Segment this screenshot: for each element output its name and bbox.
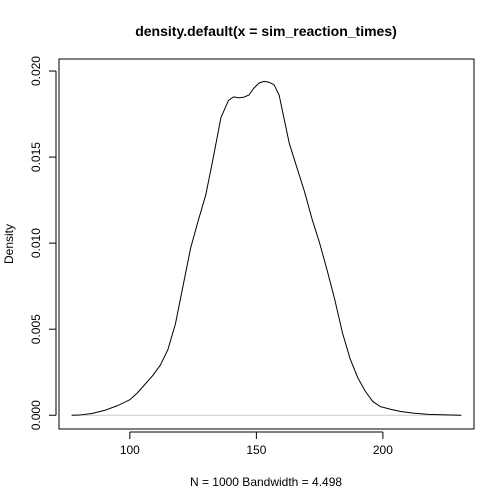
chart-title: density.default(x = sim_reaction_times) bbox=[135, 23, 397, 39]
y-tick-label: 0.005 bbox=[29, 314, 43, 344]
density-curve bbox=[71, 80, 462, 416]
x-axis: 100 150 200 bbox=[120, 431, 393, 457]
plot-frame bbox=[58, 58, 475, 430]
y-tick-label: 0.000 bbox=[29, 400, 43, 430]
x-tick-label: 150 bbox=[246, 443, 266, 457]
y-tick-label: 0.015 bbox=[29, 142, 43, 172]
y-tick-label: 0.010 bbox=[29, 228, 43, 258]
x-axis-label: N = 1000 Bandwidth = 4.498 bbox=[190, 475, 342, 489]
y-tick-label: 0.020 bbox=[29, 56, 43, 86]
x-tick-label: 200 bbox=[373, 443, 393, 457]
y-axis-label: Density bbox=[2, 224, 16, 264]
x-tick-label: 100 bbox=[120, 443, 140, 457]
y-axis: 0.000 0.005 0.010 0.015 0.020 bbox=[29, 56, 57, 430]
